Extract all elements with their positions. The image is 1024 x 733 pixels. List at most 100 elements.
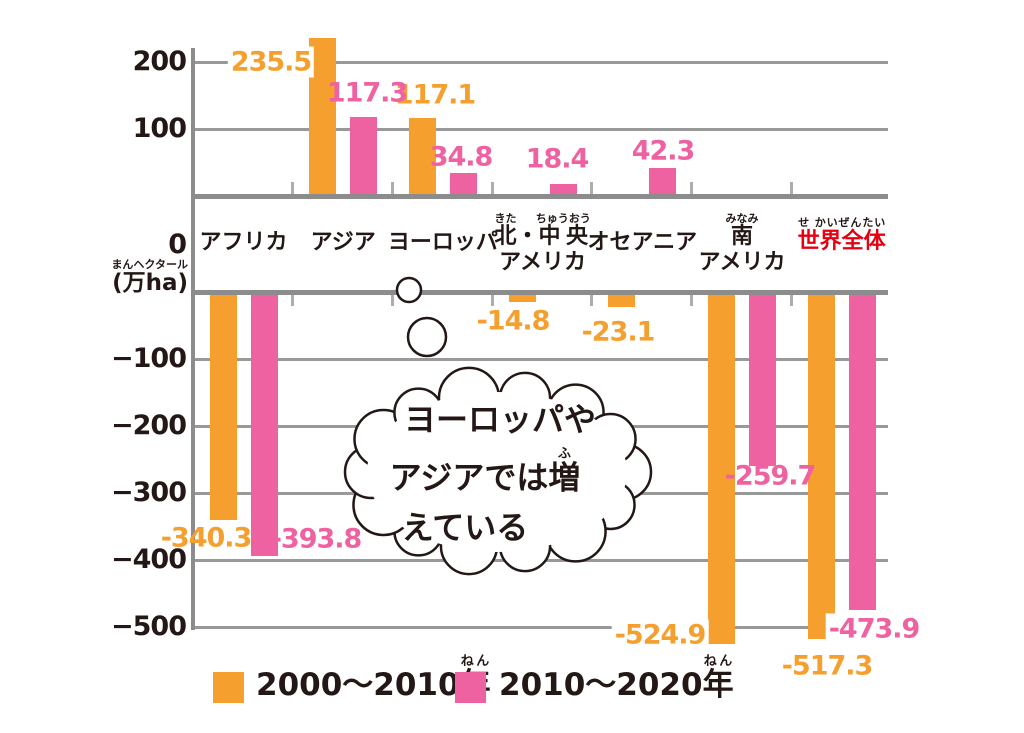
y-axis-unit-label: (万ha): [112, 270, 188, 296]
bar-world-2010-2020: [848, 292, 876, 610]
bar-south-america-2000-2010: [708, 292, 735, 644]
column-tick: [490, 182, 494, 194]
column-tick: [390, 294, 394, 306]
category-label-oceania: オセアニア: [585, 230, 699, 256]
ruby-text: 世界全体せ かいぜんたい: [797, 216, 886, 254]
y-gridline: [193, 625, 888, 629]
text-segment: アジアでは: [389, 458, 549, 497]
text-segment: えている: [401, 508, 529, 547]
column-tick: [490, 294, 494, 306]
bar-europe-2010-2020: [449, 172, 477, 196]
column-tick: [690, 182, 693, 194]
category-label-asia: アジア: [286, 230, 400, 256]
category-label-europe: ヨーロッパ: [386, 230, 500, 256]
text-segment: ヨーロッパ: [387, 230, 498, 255]
text-segment: 2010〜2020: [499, 667, 703, 703]
bar-value-label: -259.7: [724, 460, 817, 492]
column-tick: [590, 294, 594, 306]
y-axis-unit: まんヘクタール (万ha): [70, 258, 188, 295]
ruby-text: 中央ちゅうおう: [535, 212, 591, 249]
bar-south-america-2010-2020: [749, 292, 776, 466]
text-segment: アフリカ: [199, 230, 288, 255]
bar-asia-2010-2020: [350, 117, 378, 196]
bar-value-label: -473.9: [825, 613, 923, 645]
furigana: ねん: [702, 654, 734, 669]
category-label-line: オセアニア: [585, 230, 699, 256]
bar-europe-2000-2010: [408, 117, 436, 196]
y-tick-label: −300: [111, 477, 187, 508]
y-axis-zero-label: 0: [168, 229, 187, 260]
category-label-africa: アフリカ: [187, 230, 301, 256]
y-gridline: [193, 558, 888, 562]
bar-oceania-2000-2010: [608, 292, 636, 308]
legend-swatch-2000-2010: [213, 672, 244, 703]
text-segment: オセアニア: [587, 230, 698, 255]
y-gridline: [193, 60, 888, 64]
y-tick-label: −100: [111, 343, 187, 374]
column-tick: [291, 182, 295, 194]
annotation-text-line: アジアでは増ふ: [390, 446, 581, 495]
zero-band-bottom-line: [193, 289, 888, 295]
bar-north-central-america-2010-2020: [549, 183, 577, 196]
column-tick: [789, 182, 793, 194]
text-segment: ・: [516, 224, 539, 249]
bar-value-label: 117.1: [394, 79, 476, 111]
category-label-line: 世界全体せ かいぜんたい: [785, 216, 899, 255]
y-tick-label: −200: [111, 410, 187, 441]
bar-world-2000-2010: [807, 292, 835, 639]
category-label-north-central-america: 北きた・中央ちゅうおう アメリカ: [486, 212, 600, 276]
bar-value-label: 18.4: [525, 143, 590, 175]
annotation-text-line: えている: [402, 510, 528, 545]
bar-value-label: -517.3: [781, 650, 874, 682]
bar-value-label: 34.8: [429, 141, 494, 173]
furigana: みなみ: [725, 212, 759, 225]
category-label-line: アメリカ: [499, 249, 587, 275]
bar-value-label: -524.9: [611, 619, 709, 651]
bar-africa-2000-2010: [209, 292, 237, 520]
y-tick-label: 200: [132, 46, 187, 77]
ruby-text: 年ねん: [702, 654, 734, 703]
bar-north-central-america-2000-2010: [508, 292, 536, 302]
ruby-text: 南みなみ: [725, 212, 759, 249]
legend-swatch-2010-2020: [455, 672, 486, 703]
bar-africa-2010-2020: [250, 292, 278, 556]
column-tick: [390, 182, 394, 194]
ruby-text: 北きた: [494, 212, 517, 249]
y-gridline: [193, 357, 888, 361]
category-label-south-america: 南みなみ アメリカ: [685, 212, 799, 276]
text-segment: 2000〜2010: [256, 667, 460, 703]
bar-oceania-2010-2020: [649, 167, 677, 196]
bar-value-label: 42.3: [631, 135, 696, 167]
column-tick: [291, 294, 295, 306]
furigana: ちゅうおう: [535, 212, 591, 225]
category-label-line: アジア: [286, 230, 400, 256]
furigana: ねん: [459, 654, 491, 669]
y-axis-line: [191, 48, 195, 630]
furigana: せ かいぜんたい: [797, 216, 886, 229]
category-label-world: 世界全体せ かいぜんたい: [785, 216, 899, 255]
category-label-line: 南みなみ: [685, 212, 799, 250]
bar-value-label: -393.8: [270, 523, 363, 555]
bar-value-label: 117.3: [326, 77, 408, 109]
bar-value-label: -14.8: [476, 305, 551, 337]
category-label-line: 北きた・中央ちゅうおう: [486, 212, 600, 250]
ruby-text: 増ふ: [548, 446, 581, 497]
bar-value-label: -23.1: [581, 316, 656, 348]
y-tick-label: 100: [132, 113, 187, 144]
text-segment: アジア: [310, 230, 376, 255]
y-tick-label: −500: [111, 611, 187, 642]
text-segment: ヨーロッパや: [403, 400, 597, 439]
column-tick: [690, 294, 693, 306]
category-label-line: ヨーロッパ: [386, 230, 500, 256]
zero-band-top-line: [193, 193, 888, 199]
category-label-line: アフリカ: [187, 230, 301, 256]
bar-value-label: -340.3: [160, 522, 253, 554]
column-tick: [590, 182, 594, 194]
furigana: きた: [494, 212, 517, 225]
y-tick-label: −400: [111, 544, 187, 575]
legend-label-2010-2020: 2010〜2020年ねん: [499, 654, 734, 704]
y-axis-unit-furigana: まんヘクタール: [111, 258, 188, 271]
bar-value-label: 235.5: [227, 46, 315, 78]
